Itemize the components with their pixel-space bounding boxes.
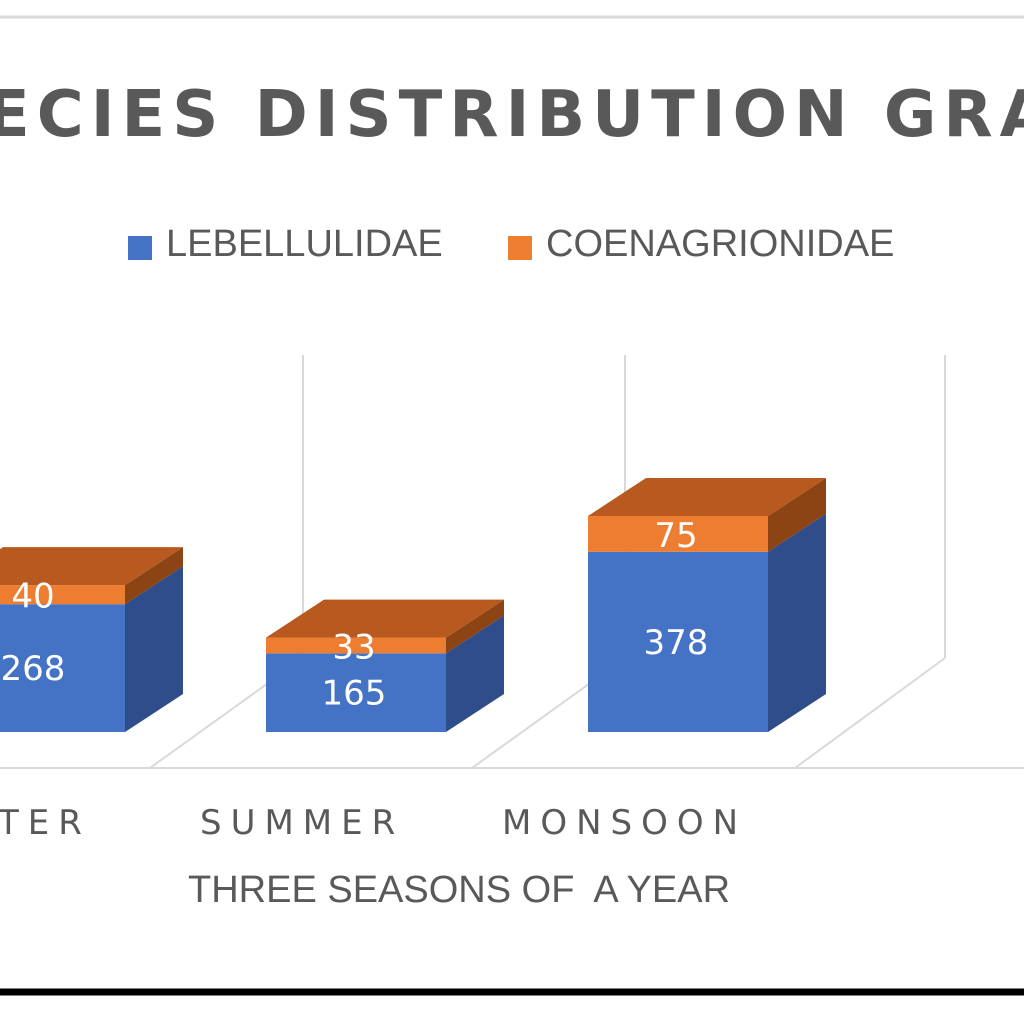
gridline-floor-3	[794, 657, 946, 769]
bar-side-coenagrionidae-winter	[125, 547, 183, 605]
legend-swatch-lebellulidae	[128, 236, 152, 260]
bar-top-winter	[0, 547, 183, 586]
chart-title: ECIES DISTRIBUTION GRA	[0, 78, 1024, 152]
category-label-winter: TER	[0, 803, 91, 843]
bar-coenagrionidae-winter	[0, 585, 125, 605]
bar-side-lebellulidae-winter	[125, 566, 183, 732]
bar-coenagrionidae-summer	[266, 637, 446, 654]
data-label-lebellulidae-winter: 268	[1, 649, 66, 689]
category-label-monsoon: MONSOON	[502, 803, 747, 843]
bar-lebellulidae-winter	[0, 604, 125, 732]
bar-coenagrionidae-monsoon	[588, 516, 768, 552]
bar-side-lebellulidae-monsoon	[768, 513, 826, 732]
category-label-summer: SUMMER	[200, 803, 404, 843]
bars: 268 40 165 33 378 75	[0, 478, 826, 732]
data-label-coenagrionidae-summer: 33	[332, 627, 375, 667]
data-label-lebellulidae-monsoon: 378	[644, 623, 709, 663]
bar-lebellulidae-monsoon	[588, 551, 768, 732]
legend-swatch-coenagrionidae	[508, 236, 532, 260]
legend: LEBELLULIDAE COENAGRIONIDAE	[128, 223, 894, 265]
legend-label-lebellulidae: LEBELLULIDAE	[166, 223, 443, 265]
bar-side-coenagrionidae-summer	[446, 599, 504, 654]
data-label-coenagrionidae-monsoon: 75	[654, 516, 697, 556]
bar-side-lebellulidae-summer	[446, 615, 504, 732]
x-axis-title: THREE SEASONS OF A YEAR	[188, 869, 730, 911]
bar-side-coenagrionidae-monsoon	[768, 478, 826, 552]
bar-lebellulidae-summer	[266, 653, 446, 732]
gridlines	[0, 355, 1024, 769]
legend-label-coenagrionidae: COENAGRIONIDAE	[546, 223, 894, 265]
bar-top-monsoon	[588, 478, 826, 517]
data-label-coenagrionidae-winter: 40	[11, 577, 54, 617]
data-label-lebellulidae-summer: 165	[322, 674, 387, 714]
bar-top-summer	[266, 599, 504, 638]
